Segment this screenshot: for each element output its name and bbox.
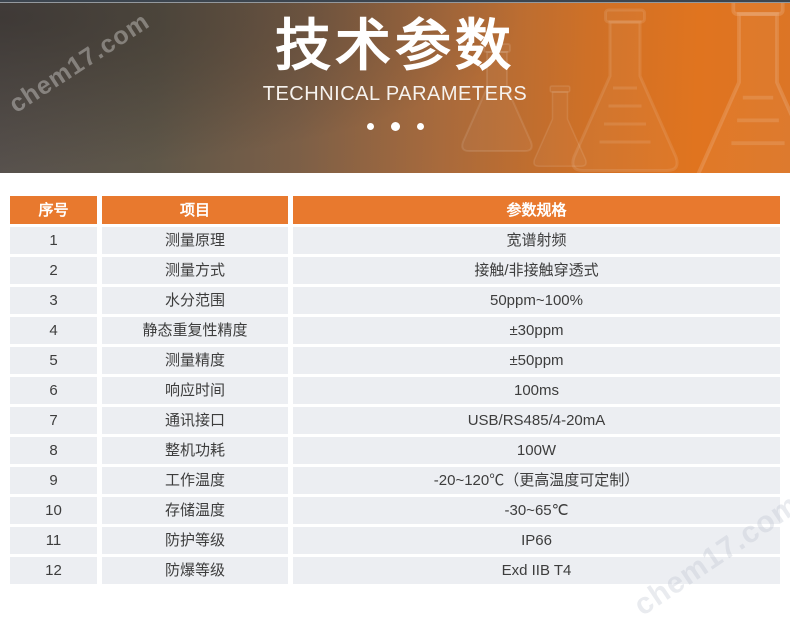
row-spec: 50ppm~100%	[293, 287, 780, 314]
row-no: 1	[10, 227, 97, 254]
row-no: 11	[10, 527, 97, 554]
table-row: 11 防护等级 IP66	[10, 527, 780, 554]
table-row: 1 测量原理 宽谱射频	[10, 227, 780, 254]
table-row: 6 响应时间 100ms	[10, 377, 780, 404]
spec-table: 序号 项目 参数规格 1 测量原理 宽谱射频 2 测量方式 接触/非接触穿透式 …	[10, 196, 780, 584]
table-row: 12 防爆等级 Exd IIB T4	[10, 557, 780, 584]
banner-dots	[0, 121, 790, 131]
table-row: 2 测量方式 接触/非接触穿透式	[10, 257, 780, 284]
dot-icon	[416, 122, 424, 130]
row-item: 静态重复性精度	[102, 317, 288, 344]
table-row: 3 水分范围 50ppm~100%	[10, 287, 780, 314]
table-body: 1 测量原理 宽谱射频 2 测量方式 接触/非接触穿透式 3 水分范围 50pp…	[10, 227, 780, 584]
row-item: 防爆等级	[102, 557, 288, 584]
row-no: 2	[10, 257, 97, 284]
row-item: 通讯接口	[102, 407, 288, 434]
row-no: 8	[10, 437, 97, 464]
dot-icon	[390, 121, 400, 131]
column-header-no: 序号	[10, 196, 97, 224]
row-spec: ±30ppm	[293, 317, 780, 344]
row-no: 9	[10, 467, 97, 494]
banner-subtitle: TECHNICAL PARAMETERS	[262, 82, 528, 105]
row-no: 5	[10, 347, 97, 374]
banner: 技术参数 TECHNICAL PARAMETERS chem17.com	[0, 0, 790, 173]
row-no: 7	[10, 407, 97, 434]
column-header-spec: 参数规格	[293, 196, 780, 224]
row-item: 存储温度	[102, 497, 288, 524]
row-spec: -20~120℃（更高温度可定制）	[293, 467, 780, 494]
row-spec: IP66	[293, 527, 780, 554]
row-no: 12	[10, 557, 97, 584]
banner-top-bar	[0, 0, 790, 3]
row-item: 整机功耗	[102, 437, 288, 464]
row-no: 6	[10, 377, 97, 404]
row-item: 水分范围	[102, 287, 288, 314]
banner-title: 技术参数	[275, 14, 515, 77]
row-item: 响应时间	[102, 377, 288, 404]
row-item: 测量原理	[102, 227, 288, 254]
table-row: 5 测量精度 ±50ppm	[10, 347, 780, 374]
row-no: 10	[10, 497, 97, 524]
row-spec: 接触/非接触穿透式	[293, 257, 780, 284]
table-row: 9 工作温度 -20~120℃（更高温度可定制）	[10, 467, 780, 494]
row-spec: 100W	[293, 437, 780, 464]
row-spec: ±50ppm	[293, 347, 780, 374]
table-header-row: 序号 项目 参数规格	[10, 196, 780, 224]
row-spec: Exd IIB T4	[293, 557, 780, 584]
table-row: 8 整机功耗 100W	[10, 437, 780, 464]
row-item: 防护等级	[102, 527, 288, 554]
lab-flasks-illustration	[461, 0, 790, 173]
row-item: 工作温度	[102, 467, 288, 494]
row-no: 3	[10, 287, 97, 314]
dot-icon	[366, 122, 374, 130]
table-row: 10 存储温度 -30~65℃	[10, 497, 780, 524]
row-spec: 100ms	[293, 377, 780, 404]
row-item: 测量精度	[102, 347, 288, 374]
table-row: 7 通讯接口 USB/RS485/4-20mA	[10, 407, 780, 434]
row-item: 测量方式	[102, 257, 288, 284]
row-spec: 宽谱射频	[293, 227, 780, 254]
row-spec: USB/RS485/4-20mA	[293, 407, 780, 434]
row-no: 4	[10, 317, 97, 344]
column-header-item: 项目	[102, 196, 288, 224]
row-spec: -30~65℃	[293, 497, 780, 524]
table-row: 4 静态重复性精度 ±30ppm	[10, 317, 780, 344]
